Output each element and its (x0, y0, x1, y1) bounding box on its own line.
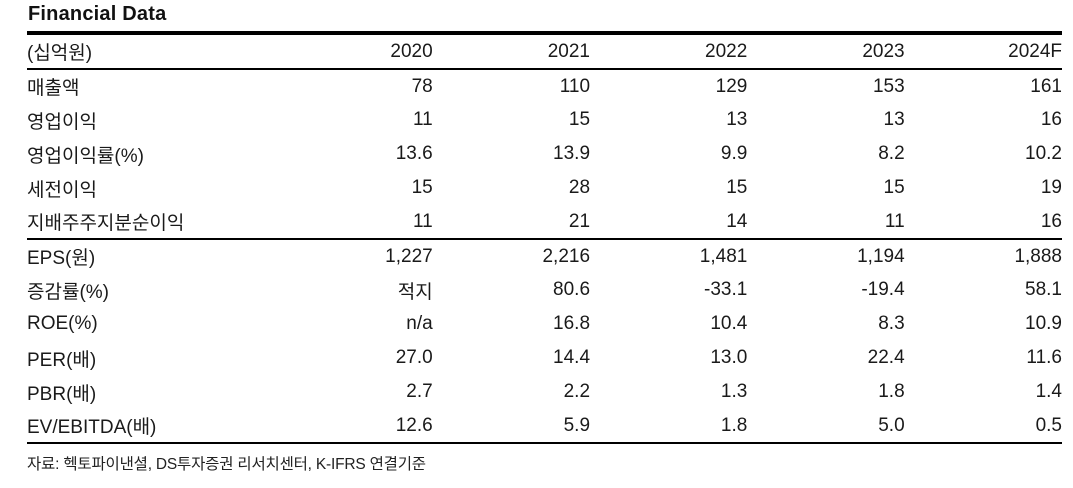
year-column-header: 2023 (862, 40, 905, 62)
value-cell: 13 (883, 109, 905, 130)
value-cell: -19.4 (861, 279, 905, 300)
row-label-cell: ROE(%) (27, 313, 98, 334)
value-cell: 15 (568, 109, 591, 130)
value-cell: 58.1 (1025, 279, 1062, 300)
row-label-cell: PER(배) (27, 349, 97, 371)
value-cell: 1,481 (699, 245, 748, 267)
value-cell: 1.4 (1035, 381, 1062, 402)
value-cell: 78 (411, 75, 433, 97)
value-cell: 5.0 (878, 414, 905, 436)
row-label-cell: 매출액 (27, 78, 80, 99)
value-cell: 1.8 (878, 381, 905, 402)
value-cell: 22.4 (867, 347, 905, 368)
table-row: 영업이익 11 15 13 13 16 (27, 103, 1062, 137)
value-cell: 2,216 (542, 245, 591, 267)
value-cell: 10.2 (1025, 143, 1062, 164)
table-header: (십억원) 2020 2021 2022 2023 2024F (27, 33, 1062, 69)
table-row: EV/EBITDA(배) 12.6 5.9 1.8 5.0 0.5 (27, 409, 1062, 443)
table-header-row: (십억원) 2020 2021 2022 2023 2024F (27, 33, 1062, 69)
table-row: 매출액 78 110 129 153 161 (27, 69, 1062, 103)
value-cell: 11 (412, 210, 433, 232)
value-cell: 1,194 (857, 245, 905, 267)
year-column-header: 2021 (547, 40, 591, 62)
value-cell: 15 (726, 177, 748, 198)
value-cell: 8.2 (878, 143, 905, 164)
table-row: PER(배) 27.0 14.4 13.0 22.4 11.6 (27, 341, 1062, 375)
value-cell: 0.5 (1035, 414, 1062, 436)
table-row: ROE(%) n/a 16.8 10.4 8.3 10.9 (27, 307, 1062, 341)
year-column-header: 2022 (705, 40, 748, 62)
table-section-1: 매출액 78 110 129 153 161 영업이익 11 15 13 13 16 영업이익률(%) 1… (27, 69, 1062, 239)
value-cell: 12.6 (395, 414, 433, 436)
value-cell: 5.9 (563, 414, 591, 436)
value-cell: 15 (411, 177, 433, 198)
value-cell: 2.7 (406, 381, 433, 402)
row-label-cell: 영업이익 (27, 111, 97, 133)
value-cell: 13.0 (710, 347, 748, 368)
value-cell: 9.9 (720, 143, 748, 164)
value-cell: n/a (406, 313, 433, 334)
table-row: 영업이익률(%) 13.6 13.9 9.9 8.2 10.2 (27, 137, 1062, 171)
value-cell: 27.0 (395, 347, 433, 368)
value-cell: 21 (568, 210, 591, 232)
unit-label: (십억원) (27, 43, 93, 64)
year-column-header: 2024F (1008, 40, 1062, 62)
value-cell: 80.6 (553, 279, 591, 300)
value-cell: 19 (1040, 177, 1062, 198)
value-cell: 161 (1030, 75, 1062, 97)
row-label-cell: PBR(배) (27, 383, 97, 405)
row-label-cell: 증감률(%) (27, 281, 109, 303)
value-cell: 10.9 (1025, 313, 1062, 334)
row-label-cell: EPS(원) (27, 248, 96, 269)
value-cell: 13 (726, 109, 748, 130)
value-cell: 1,888 (1014, 245, 1062, 267)
row-label-cell: 세전이익 (27, 179, 97, 201)
value-cell: 11 (884, 210, 905, 232)
page-title: Financial Data (28, 3, 167, 25)
value-cell: 14 (726, 210, 748, 232)
row-label-cell: 지배주주지분순이익 (27, 213, 185, 234)
table-row: PBR(배) 2.7 2.2 1.3 1.8 1.4 (27, 375, 1062, 409)
value-cell: 13.6 (395, 143, 433, 164)
row-label-cell: 영업이익률(%) (27, 145, 144, 167)
value-cell: 2.2 (563, 381, 591, 402)
value-cell: 8.3 (878, 313, 905, 334)
value-cell: 28 (568, 177, 591, 198)
value-cell: 16 (1040, 109, 1062, 130)
table-row: EPS(원) 1,227 2,216 1,481 1,194 1,888 (27, 239, 1062, 273)
value-cell: 10.4 (710, 313, 748, 334)
value-cell: 129 (715, 75, 748, 97)
value-cell: 1,227 (385, 245, 433, 267)
value-cell: 16 (1040, 210, 1062, 232)
value-cell: 1.3 (720, 381, 748, 402)
table-section-2: EPS(원) 1,227 2,216 1,481 1,194 1,888 증감률(%) 적지 8… (27, 239, 1062, 443)
value-cell: 11.6 (1026, 347, 1062, 368)
table-row: 증감률(%) 적지 80.6 -33.1 -19.4 58.1 (27, 273, 1062, 307)
source-note: 자료: 헥토파이낸셜, DS투자증권 리서치센터, K-IFRS 연결기준 (27, 456, 426, 473)
financial-table: (십억원) 2020 2021 2022 2023 2024F 매출액 78 110 129 15… (27, 31, 1062, 444)
value-cell: 적지 (397, 281, 433, 303)
value-cell: -33.1 (704, 279, 748, 300)
value-cell: 110 (559, 75, 591, 97)
value-cell: 13.9 (553, 143, 591, 164)
year-column-header: 2020 (390, 40, 433, 62)
value-cell: 15 (883, 177, 905, 198)
table-row: 세전이익 15 28 15 15 19 (27, 171, 1062, 205)
row-label-cell: EV/EBITDA(배) (27, 417, 157, 438)
value-cell: 11 (412, 109, 433, 130)
value-cell: 1.8 (720, 414, 748, 436)
table-row: 지배주주지분순이익 11 21 14 11 16 (27, 205, 1062, 239)
value-cell: 16.8 (553, 313, 591, 334)
value-cell: 153 (872, 75, 905, 97)
value-cell: 14.4 (553, 347, 591, 368)
